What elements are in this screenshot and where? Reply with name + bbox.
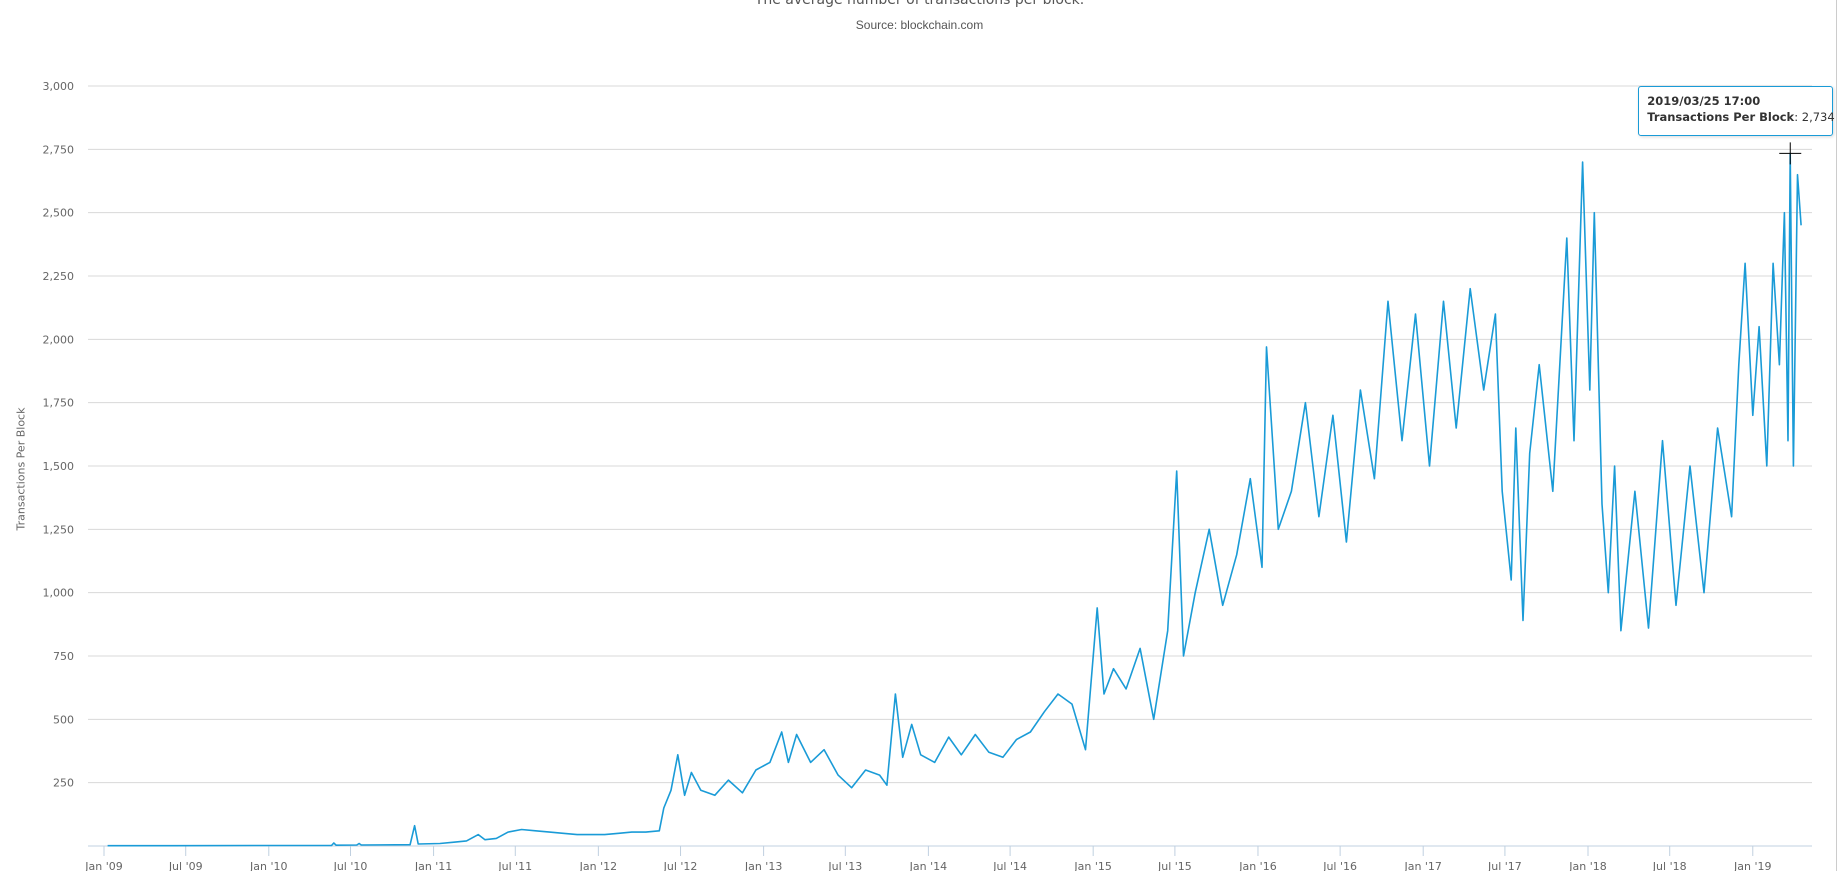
x-tick-label: Jan '10 (249, 860, 287, 871)
y-tick-label: 2,750 (43, 143, 75, 156)
x-tick-label: Jan '19 (1733, 860, 1771, 871)
y-tick-label: 750 (53, 650, 74, 663)
x-tick-label: Jul '10 (333, 860, 368, 871)
y-tick-label: 2,500 (43, 207, 75, 220)
tooltip-series-label: Transactions Per Block (1647, 110, 1795, 125)
x-tick-label: Jan '12 (579, 860, 617, 871)
y-tick-label: 2,250 (43, 270, 75, 283)
x-axis: Jan '09 Jul '09 Jan '10 Jul '10 Jan '11 Jul '… (84, 845, 1812, 871)
x-tick-label: Jul '12 (663, 860, 698, 871)
series-group (107, 152, 1802, 847)
y-tick-label: 2,000 (43, 333, 75, 346)
tooltip: 2019/03/25 17:00 Transactions Per Block:… (1638, 86, 1835, 137)
scrollbar-edge (1836, 0, 1837, 871)
y-tick-label: 1,250 (43, 523, 75, 536)
x-tick-label: Jan '17 (1403, 860, 1441, 871)
tooltip-value: 2,734 (1801, 110, 1835, 125)
y-axis-ticks: 250 500 750 1,000 1,250 1,500 1,750 2,000 2,250 2… (43, 80, 75, 790)
x-tick-label: Jan '14 (909, 860, 947, 871)
y-tick-label: 1,750 (43, 397, 75, 410)
x-tick-label: Jul '14 (992, 860, 1027, 871)
x-tick-label: Jul '16 (1322, 860, 1357, 871)
x-tick-label: Jan '15 (1073, 860, 1111, 871)
x-tick-label: Jul '17 (1487, 860, 1522, 871)
gridlines (88, 85, 1812, 784)
crosshair-cursor-icon (1779, 142, 1802, 165)
x-tick-label: Jan '11 (414, 860, 452, 871)
series-line (107, 152, 1802, 847)
x-tick-label: Jan '09 (84, 860, 122, 871)
x-tick-label: Jan '13 (744, 860, 782, 871)
x-tick-label: Jul '13 (827, 860, 862, 871)
x-tick-label: Jan '16 (1238, 860, 1276, 871)
x-tick-label: Jul '18 (1652, 860, 1687, 871)
y-tick-label: 1,000 (43, 587, 75, 600)
y-tick-label: 1,500 (43, 460, 75, 473)
x-tick-label: Jul '09 (168, 860, 203, 871)
x-tick-label: Jan '18 (1568, 860, 1606, 871)
chart-subtitle: Source: blockchain.com (855, 18, 984, 32)
x-tick-label: Jul '15 (1157, 860, 1192, 871)
tooltip-date: 2019/03/25 17:00 (1647, 94, 1761, 109)
y-tick-label: 500 (53, 713, 74, 726)
x-tick-label: Jul '11 (497, 860, 532, 871)
y-tick-label: 3,000 (43, 80, 75, 93)
chart-title: The average number of transactions per b… (754, 0, 1085, 8)
y-tick-label: 250 (53, 777, 74, 790)
